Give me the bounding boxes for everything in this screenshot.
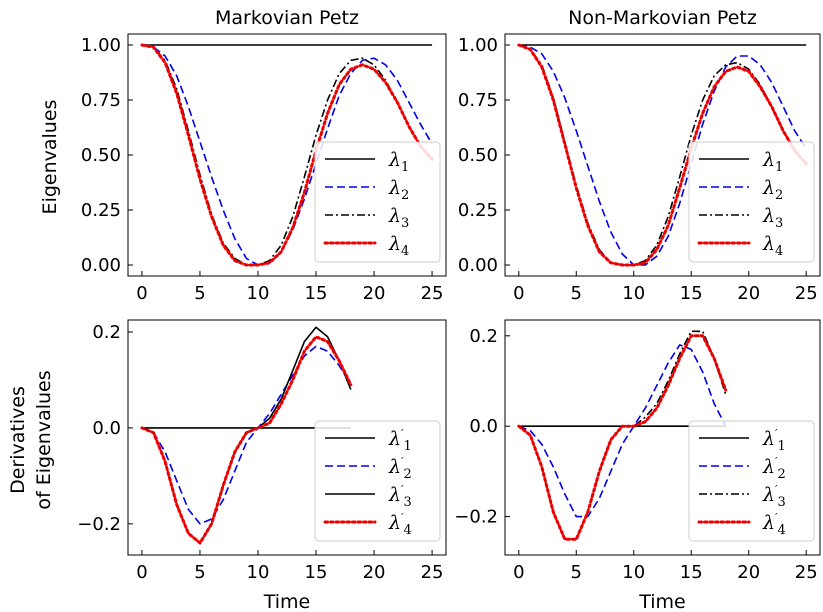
y-tick-label-tr-2: 0.50: [458, 145, 498, 166]
x-tick-label-tr-5: 25: [795, 283, 818, 304]
legend-label-bl-1: λ′1: [388, 427, 412, 454]
panel-tl: Markovian Petz 0 5 10 15 20 25 0.00 0.25 0.50 0.75…: [81, 7, 447, 304]
x-tick-label-tl-4: 20: [363, 283, 386, 304]
panel-title-tl: Markovian Petz: [215, 7, 359, 29]
panel-tr: Non-Markovian Petz 0 5 10 15 20 25 0.00 0.25 0.50…: [458, 7, 821, 304]
x-tick-label-tr-3: 15: [680, 283, 703, 304]
series-group-tl: [140, 43, 434, 267]
legend-label-tr-3: λ3: [762, 205, 783, 231]
series-line-br-2: [518, 344, 727, 518]
y-tick-label-bl-2: 0.2: [92, 322, 121, 343]
ylabel-bottom-line1: Derivatives: [7, 386, 29, 494]
legend-label-bl-3: λ′3: [388, 483, 412, 510]
y-tick-label-bl-0: −0.2: [77, 514, 121, 535]
x-tick-label-tl-1: 5: [194, 283, 205, 304]
plot-frame-tr: [504, 33, 821, 277]
y-tick-label-tl-4: 1.00: [81, 35, 121, 56]
legend-label-tl-2: λ2: [388, 177, 409, 203]
series-line-tl-2: [141, 44, 433, 266]
series-group-bl: [140, 326, 353, 545]
y-tick-label-br-2: 0.2: [469, 326, 498, 347]
x-tick-label-tl-3: 15: [305, 283, 328, 304]
y-tick-label-br-0: −0.2: [454, 507, 498, 528]
ylabel-bottom-line2: of Eigenvalues: [33, 370, 55, 509]
x-tick-label-tl-2: 10: [247, 283, 270, 304]
x-tick-label-tr-1: 5: [571, 283, 582, 304]
ylabel-top: Eigenvalues: [39, 100, 61, 215]
legend-bl: λ′1λ′2λ′3λ′4: [314, 420, 441, 542]
x-tick-label-tl-0: 0: [136, 283, 147, 304]
legend-label-br-4: λ′4: [762, 511, 786, 538]
x-tick-label-tr-4: 20: [737, 283, 760, 304]
series-line-tr-4: [517, 43, 808, 267]
series-line-br-4: [517, 334, 728, 541]
legend-box-tl: [314, 141, 441, 263]
panel-title-tr: Non-Markovian Petz: [568, 7, 757, 29]
legend-label-tl-3: λ3: [388, 205, 409, 231]
legend-box-tr: [688, 141, 815, 263]
plot-frame-bl: [127, 319, 447, 556]
y-tick-label-tr-4: 1.00: [458, 35, 498, 56]
series-line-tr-2: [518, 44, 807, 266]
x-tick-label-br-3: 15: [680, 562, 703, 583]
legend-label-tr-2: λ2: [762, 177, 783, 203]
x-tick-label-br-0: 0: [513, 562, 524, 583]
x-tick-label-bl-5: 25: [421, 562, 444, 583]
legend-label-br-3: λ′3: [762, 483, 786, 510]
y-tick-label-tr-3: 0.75: [458, 90, 498, 111]
legend-label-bl-2: λ′2: [388, 455, 412, 482]
x-tick-label-br-5: 25: [795, 562, 818, 583]
series-line-bl-2: [141, 345, 352, 525]
x-axis-label-bl: Time: [263, 591, 311, 612]
legend-box-br: [688, 420, 815, 542]
x-tick-label-br-1: 5: [571, 562, 582, 583]
series-group-tr: [517, 43, 808, 267]
y-tick-label-bl-1: 0.0: [92, 418, 121, 439]
y-tick-label-tl-2: 0.50: [81, 145, 121, 166]
panel-bl: Time 0 5 10 15 20 25 −0.2 0.0 0.2 λ′1λ′2λ′3λ′4: [77, 319, 447, 612]
legend-label-br-2: λ′2: [762, 455, 786, 482]
x-tick-label-br-4: 20: [737, 562, 760, 583]
series-line-bl-4: [140, 335, 353, 545]
x-tick-label-bl-1: 5: [194, 562, 205, 583]
x-tick-label-br-2: 10: [622, 562, 645, 583]
legend-br: λ′1λ′2λ′3λ′4: [688, 420, 815, 542]
x-tick-label-bl-0: 0: [136, 562, 147, 583]
legend-label-tl-1: λ1: [388, 149, 409, 175]
x-tick-label-tl-5: 25: [421, 283, 444, 304]
legend-label-bl-4: λ′4: [388, 511, 412, 538]
legend-label-tr-1: λ1: [762, 149, 783, 175]
x-tick-label-tr-0: 0: [513, 283, 524, 304]
y-tick-label-tl-3: 0.75: [81, 90, 121, 111]
panel-br: Time 0 5 10 15 20 25 −0.2 0.0 0.2 λ′1λ′2λ′3λ′4: [454, 319, 821, 612]
x-tick-label-bl-3: 15: [305, 562, 328, 583]
legend-label-tr-4: λ4: [762, 233, 783, 259]
x-tick-label-tr-2: 10: [622, 283, 645, 304]
y-tick-label-tl-0: 0.00: [81, 255, 121, 276]
y-tick-label-tl-1: 0.25: [81, 200, 121, 221]
series-line-tl-4: [140, 43, 434, 267]
y-tick-label-br-1: 0.0: [469, 416, 498, 437]
plot-frame-tl: [127, 33, 447, 277]
legend-label-tl-4: λ4: [388, 233, 409, 259]
legend-box-bl: [314, 420, 441, 542]
y-tick-label-tr-1: 0.25: [458, 200, 498, 221]
legend-label-br-1: λ′1: [762, 427, 786, 454]
plot-frame-br: [504, 319, 821, 556]
y-tick-label-tr-0: 0.00: [458, 255, 498, 276]
x-tick-label-bl-4: 20: [363, 562, 386, 583]
x-axis-label-br: Time: [638, 591, 686, 612]
x-tick-label-bl-2: 10: [247, 562, 270, 583]
